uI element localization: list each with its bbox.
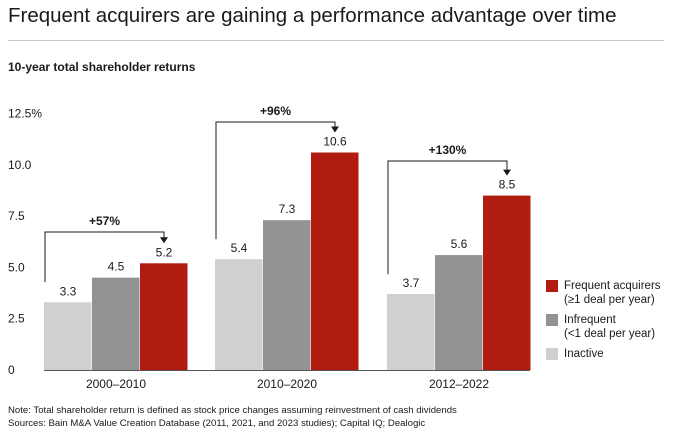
footnotes: Note: Total shareholder return is define… bbox=[8, 405, 457, 430]
legend-item-inactive: Inactive bbox=[546, 347, 604, 361]
data-label: 7.3 bbox=[279, 202, 296, 216]
bar-inactive bbox=[44, 302, 92, 370]
x-tick-label: 2000–2010 bbox=[86, 377, 146, 391]
page-title: Frequent acquirers are gaining a perform… bbox=[8, 4, 617, 27]
annotation-label: +57% bbox=[89, 214, 120, 228]
bar-frequent-acquirers bbox=[483, 195, 531, 370]
legend-label-infrequent: Infrequent (<1 deal per year) bbox=[564, 313, 655, 341]
y-tick-label: 10.0 bbox=[8, 158, 32, 172]
legend-label-line1: Infrequent bbox=[564, 314, 616, 326]
data-label: 3.3 bbox=[60, 284, 77, 298]
annotation-label: +96% bbox=[260, 104, 291, 118]
bar-inactive bbox=[387, 294, 435, 370]
y-tick-label: 2.5 bbox=[8, 312, 25, 326]
legend-label-inactive: Inactive bbox=[564, 347, 604, 361]
annotation-arrowhead bbox=[331, 126, 339, 133]
annotation-arrowhead bbox=[503, 169, 511, 176]
annotation-bracket bbox=[215, 121, 336, 240]
footnote-note: Note: Total shareholder return is define… bbox=[8, 405, 457, 416]
x-tick-label: 2010–2020 bbox=[257, 377, 317, 391]
bar-frequent-acquirers bbox=[311, 152, 359, 370]
bar-infrequent bbox=[92, 277, 140, 370]
annotation-label: +130% bbox=[429, 143, 467, 157]
legend-label-line2: (≥1 deal per year) bbox=[564, 294, 655, 306]
data-label: 5.6 bbox=[451, 237, 468, 251]
legend-label-frequent: Frequent acquirers (≥1 deal per year) bbox=[564, 279, 661, 307]
x-tick-label: 2012–2022 bbox=[429, 377, 489, 391]
legend-item-infrequent: Infrequent (<1 deal per year) bbox=[546, 313, 655, 341]
data-label: 5.2 bbox=[156, 245, 173, 259]
data-label: 10.6 bbox=[323, 134, 347, 148]
legend-item-frequent: Frequent acquirers (≥1 deal per year) bbox=[546, 279, 661, 307]
y-tick-label: 7.5 bbox=[8, 209, 25, 223]
y-tick-label: 12.5% bbox=[8, 107, 42, 121]
legend-label-line1: Inactive bbox=[564, 348, 604, 360]
data-label: 8.5 bbox=[499, 178, 516, 192]
legend-swatch-inactive bbox=[546, 348, 558, 360]
data-label: 3.7 bbox=[403, 276, 420, 290]
annotation-arrowhead bbox=[160, 237, 168, 244]
bar-frequent-acquirers bbox=[140, 263, 188, 370]
bar-inactive bbox=[215, 259, 263, 370]
annotation-bracket bbox=[44, 231, 165, 283]
chart-subtitle: 10-year total shareholder returns bbox=[8, 60, 196, 74]
title-divider bbox=[8, 40, 664, 41]
y-tick-label: 0 bbox=[8, 363, 15, 377]
bar-infrequent bbox=[435, 255, 483, 370]
y-tick-label: 5.0 bbox=[8, 260, 25, 274]
data-label: 5.4 bbox=[231, 241, 248, 255]
legend-swatch-infrequent bbox=[546, 314, 558, 326]
legend-label-line2: (<1 deal per year) bbox=[564, 328, 656, 340]
data-label: 4.5 bbox=[108, 260, 125, 274]
bar-infrequent bbox=[263, 220, 311, 370]
legend-label-line1: Frequent acquirers bbox=[564, 280, 661, 292]
footnote-sources: Sources: Bain M&A Value Creation Databas… bbox=[8, 417, 426, 429]
annotation-bracket bbox=[387, 160, 508, 275]
legend-swatch-frequent bbox=[546, 280, 558, 292]
